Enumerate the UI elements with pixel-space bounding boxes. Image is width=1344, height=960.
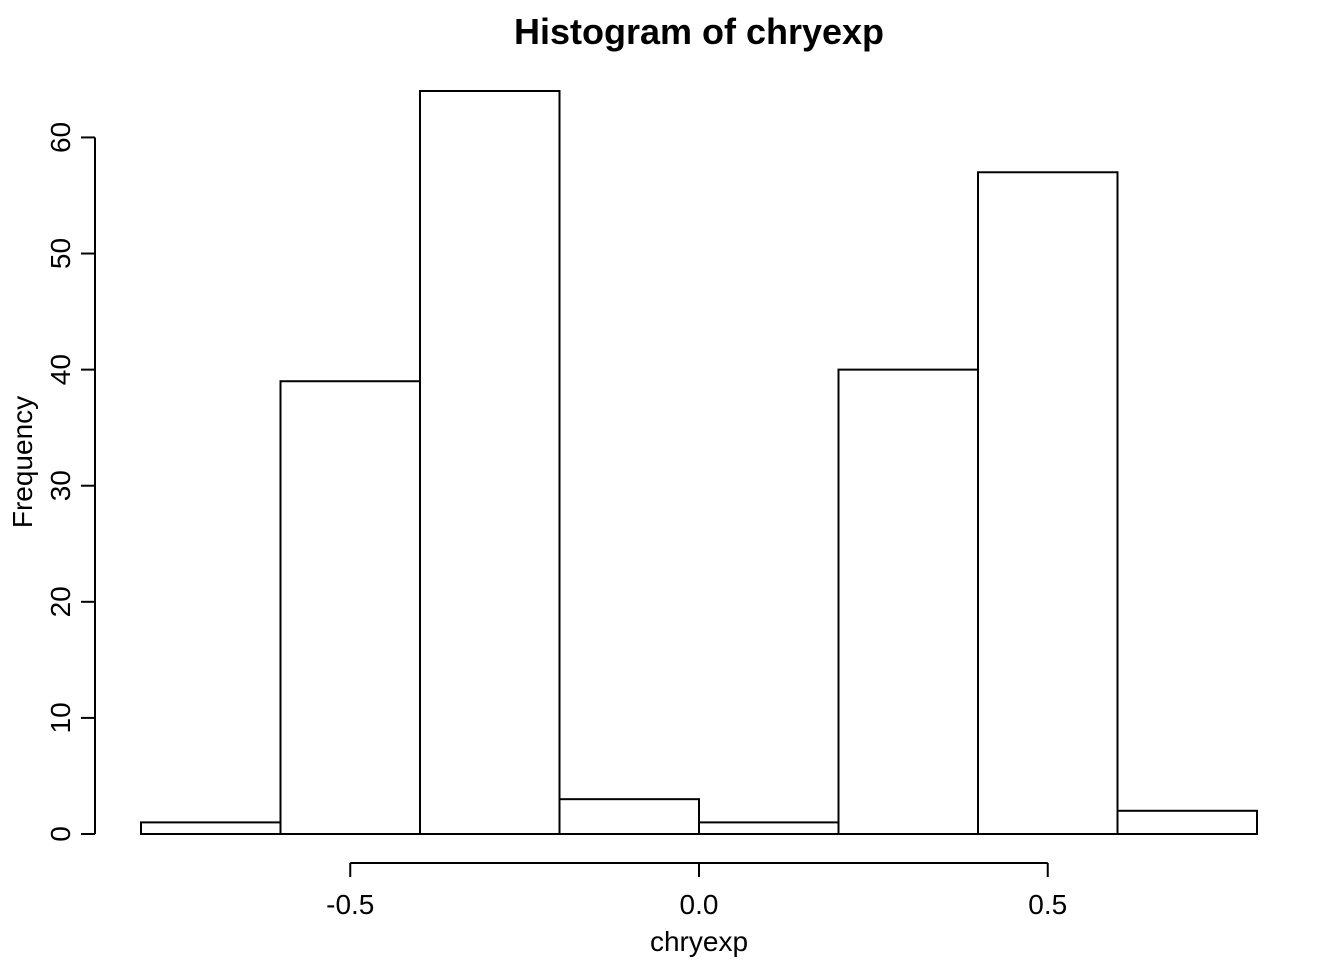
- y-tick-label: 60: [45, 122, 76, 153]
- histogram-bar: [279, 380, 421, 835]
- y-tick-label: 50: [45, 238, 76, 269]
- y-tick-label: 0: [45, 826, 76, 842]
- y-tick-label: 40: [45, 354, 76, 385]
- y-axis: 0 10 20 30 40 50 60: [45, 122, 96, 842]
- x-axis-label: chryexp: [650, 926, 748, 957]
- bars-group: [140, 90, 1258, 835]
- histogram-bar: [1116, 809, 1258, 835]
- y-tick-label: 10: [45, 702, 76, 733]
- histogram-bar: [558, 798, 700, 835]
- x-axis: -0.5 0.0 0.5: [326, 862, 1067, 920]
- x-tick-label: 0.5: [1028, 889, 1067, 920]
- x-tick-label: -0.5: [326, 889, 374, 920]
- histogram-bar: [140, 821, 282, 835]
- histogram-bar: [977, 171, 1119, 835]
- y-tick-label: 30: [45, 470, 76, 501]
- histogram-bar: [419, 90, 561, 835]
- chart-title: Histogram of chryexp: [514, 11, 884, 52]
- y-axis-label: Frequency: [7, 396, 38, 528]
- y-tick-label: 20: [45, 586, 76, 617]
- histogram-bar: [698, 821, 840, 835]
- x-tick-label: 0.0: [680, 889, 719, 920]
- histogram-bar: [837, 368, 979, 835]
